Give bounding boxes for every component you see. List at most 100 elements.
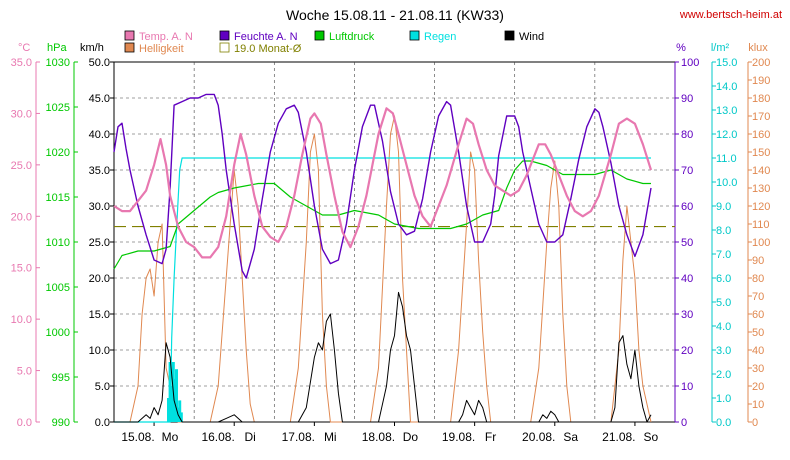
rain-tick-label: 3.0: [716, 345, 731, 357]
rain-tick-label: 0.0: [716, 417, 731, 429]
legend-label: Regen: [424, 31, 456, 43]
brightness-tick-label: 10: [752, 399, 764, 411]
unit-wind: km/h: [80, 42, 104, 54]
humidity-tick-label: 40: [681, 273, 693, 285]
brightness-tick-label: 160: [752, 129, 770, 141]
legend-item-pressure: Luftdruck: [314, 30, 375, 43]
pressure-tick-label: 1030: [46, 57, 70, 69]
rain-tick-label: 2.0: [716, 369, 731, 381]
rain-tick-label: 13.0: [716, 105, 737, 117]
pressure-tick-label: 1015: [46, 192, 70, 204]
legend-label: Temp. A. N: [139, 31, 193, 43]
wind-tick-label: 45.0: [89, 93, 110, 105]
humidity-tick-label: 30: [681, 309, 693, 321]
brightness-tick-label: 60: [752, 309, 764, 321]
brightness-tick-label: 190: [752, 75, 770, 87]
wind-tick-label: 0.0: [95, 417, 110, 429]
unit-rain: l/m²: [711, 42, 730, 54]
brightness-tick-label: 100: [752, 237, 770, 249]
humidity-tick-label: 70: [681, 165, 693, 177]
rain-tick-label: 4.0: [716, 321, 731, 333]
site-url: www.bertsch-heim.at: [679, 9, 782, 21]
legend-label: Feuchte A. N: [234, 31, 298, 43]
series-line-temp: [113, 107, 653, 259]
humidity-tick-label: 50: [681, 237, 693, 249]
rain-tick-label: 12.0: [716, 129, 737, 141]
legend-label: Wind: [519, 31, 544, 43]
wind-tick-label: 50.0: [89, 57, 110, 69]
unit-pressure: hPa: [47, 42, 67, 54]
brightness-tick-label: 20: [752, 381, 764, 393]
brightness-tick-label: 110: [752, 219, 770, 231]
humidity-tick-label: 20: [681, 345, 693, 357]
legend-item-brightness: Helligkeit: [124, 42, 184, 55]
temperature-tick-label: 25.0: [11, 160, 32, 172]
rain-tick-label: 1.0: [716, 393, 731, 405]
rain-tick-label: 5.0: [716, 297, 731, 309]
humidity-tick-label: 60: [681, 201, 693, 213]
brightness-tick-label: 50: [752, 327, 764, 339]
wind-tick-label: 20.0: [89, 273, 110, 285]
wind-tick-label: 40.0: [89, 129, 110, 141]
temperature-tick-label: 5.0: [17, 366, 32, 378]
brightness-tick-label: 140: [752, 165, 770, 177]
legend-swatch: [219, 30, 230, 41]
pressure-tick-label: 990: [52, 417, 70, 429]
x-tick-label: 16.08.: [201, 430, 234, 444]
brightness-tick-label: 40: [752, 345, 764, 357]
brightness-tick-label: 150: [752, 147, 770, 159]
rain-tick-label: 10.0: [716, 177, 737, 189]
x-tick-label: Mo: [162, 430, 179, 444]
humidity-tick-label: 10: [681, 381, 693, 393]
wind-tick-label: 15.0: [89, 309, 110, 321]
brightness-tick-label: 80: [752, 273, 764, 285]
rain-tick-label: 6.0: [716, 273, 731, 285]
temperature-tick-label: 30.0: [11, 108, 32, 120]
legend-label: Luftdruck: [329, 31, 375, 43]
series-line-humidity: [113, 93, 652, 279]
x-tick-label: So: [644, 430, 659, 444]
x-tick-label: 17.08.: [282, 430, 315, 444]
pressure-tick-label: 1000: [46, 327, 70, 339]
legend-swatch: [124, 42, 135, 53]
series-line-wind: [114, 291, 652, 423]
pressure-tick-label: 1020: [46, 147, 70, 159]
x-tick-label: 21.08.: [602, 430, 635, 444]
unit-humidity: %: [676, 42, 686, 54]
x-tick-label: 15.08.: [121, 430, 154, 444]
wind-tick-label: 25.0: [89, 237, 110, 249]
rain-tick-label: 14.0: [716, 81, 737, 93]
x-tick-label: 18.08.: [362, 430, 395, 444]
wind-tick-label: 5.0: [95, 381, 110, 393]
legend-item-temp: Temp. A. N: [124, 30, 193, 43]
brightness-tick-label: 170: [752, 111, 770, 123]
brightness-tick-label: 70: [752, 291, 764, 303]
brightness-tick-label: 200: [752, 57, 770, 69]
pressure-tick-label: 1025: [46, 102, 70, 114]
x-tick-label: Fr: [485, 430, 496, 444]
legend-item-humidity: Feuchte A. N: [219, 30, 298, 43]
legend-swatch: [314, 30, 325, 41]
temperature-tick-label: 10.0: [11, 314, 32, 326]
unit-temperature: °C: [18, 42, 30, 54]
axes: 0.05.010.015.020.025.030.035.09909951000…: [11, 57, 771, 444]
brightness-tick-label: 90: [752, 255, 764, 267]
brightness-tick-label: 120: [752, 201, 770, 213]
legend-label: Helligkeit: [139, 43, 184, 55]
wind-tick-label: 30.0: [89, 201, 110, 213]
brightness-tick-label: 180: [752, 93, 770, 105]
chart-title: Woche 15.08.11 - 21.08.11 (KW33): [286, 7, 504, 23]
rain-tick-label: 8.0: [716, 225, 731, 237]
series-line-pressure: [113, 160, 651, 270]
x-tick-label: Mi: [324, 430, 337, 444]
x-tick-label: Sa: [563, 430, 578, 444]
rain-tick-label: 7.0: [716, 249, 731, 261]
x-tick-label: Di: [244, 430, 255, 444]
temperature-tick-label: 0.0: [17, 417, 32, 429]
rain-tick-label: 9.0: [716, 201, 731, 213]
brightness-tick-label: 0: [752, 417, 758, 429]
rain-tick-label: 11.0: [716, 153, 737, 165]
x-tick-label: 20.08.: [522, 430, 555, 444]
